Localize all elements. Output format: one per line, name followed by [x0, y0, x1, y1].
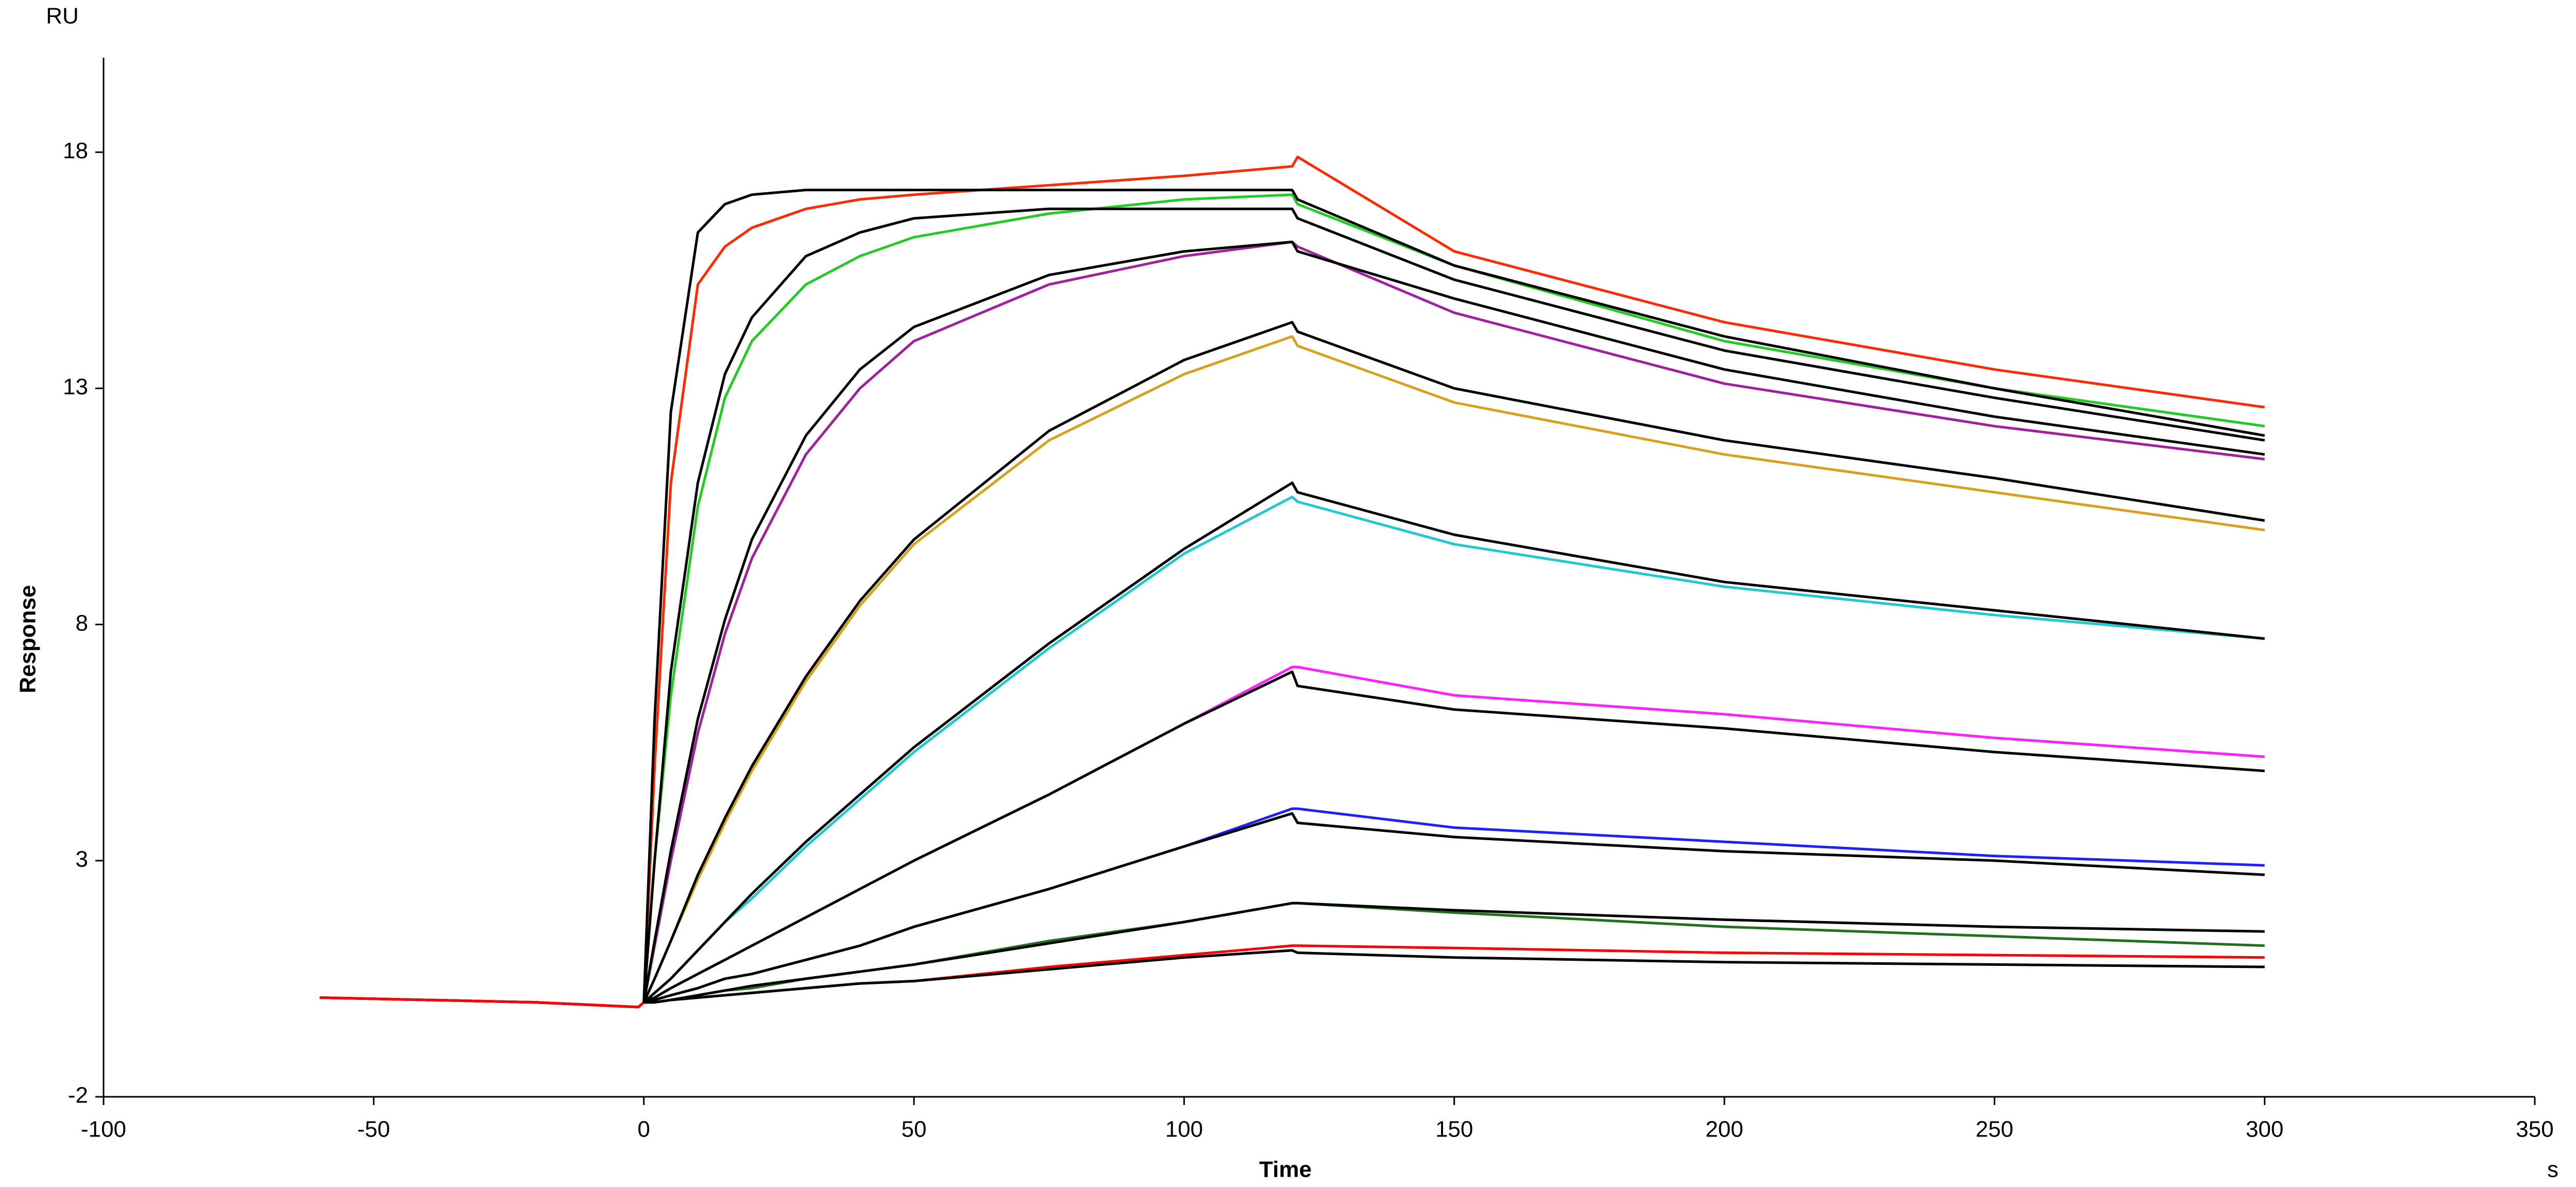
curve: [643, 670, 2265, 1004]
y-tick-label: 13: [63, 374, 88, 399]
curve: [643, 812, 2265, 1004]
x-unit: s: [2547, 1157, 2558, 1182]
x-tick-label: 350: [2516, 1117, 2553, 1142]
x-tick-label: 250: [1976, 1117, 2013, 1142]
x-tick-label: 100: [1165, 1117, 1203, 1142]
y-tick-label: 3: [76, 846, 88, 872]
y-tick-label: 18: [63, 138, 88, 163]
y-tick-label: 8: [76, 610, 88, 636]
x-tick-label: -100: [81, 1117, 126, 1142]
curve: [642, 207, 2265, 1002]
x-tick-label: 50: [902, 1117, 927, 1142]
curve: [642, 240, 2265, 1003]
x-tick-label: 300: [2246, 1117, 2283, 1142]
x-axis-label: Time: [1259, 1157, 1312, 1182]
curve: [642, 321, 2265, 1003]
x-tick-label: 200: [1705, 1117, 1743, 1142]
y-axis-label: Response: [15, 585, 41, 693]
curve: [643, 949, 2265, 1004]
curve: [643, 481, 2265, 1004]
x-tick-label: 150: [1435, 1117, 1473, 1142]
y-tick-label: -2: [68, 1083, 88, 1108]
x-tick-label: 0: [637, 1117, 650, 1142]
x-tick-label: -50: [358, 1117, 391, 1142]
curve: [643, 901, 2265, 1004]
y-unit: RU: [46, 4, 79, 29]
curve: [642, 189, 2265, 1002]
